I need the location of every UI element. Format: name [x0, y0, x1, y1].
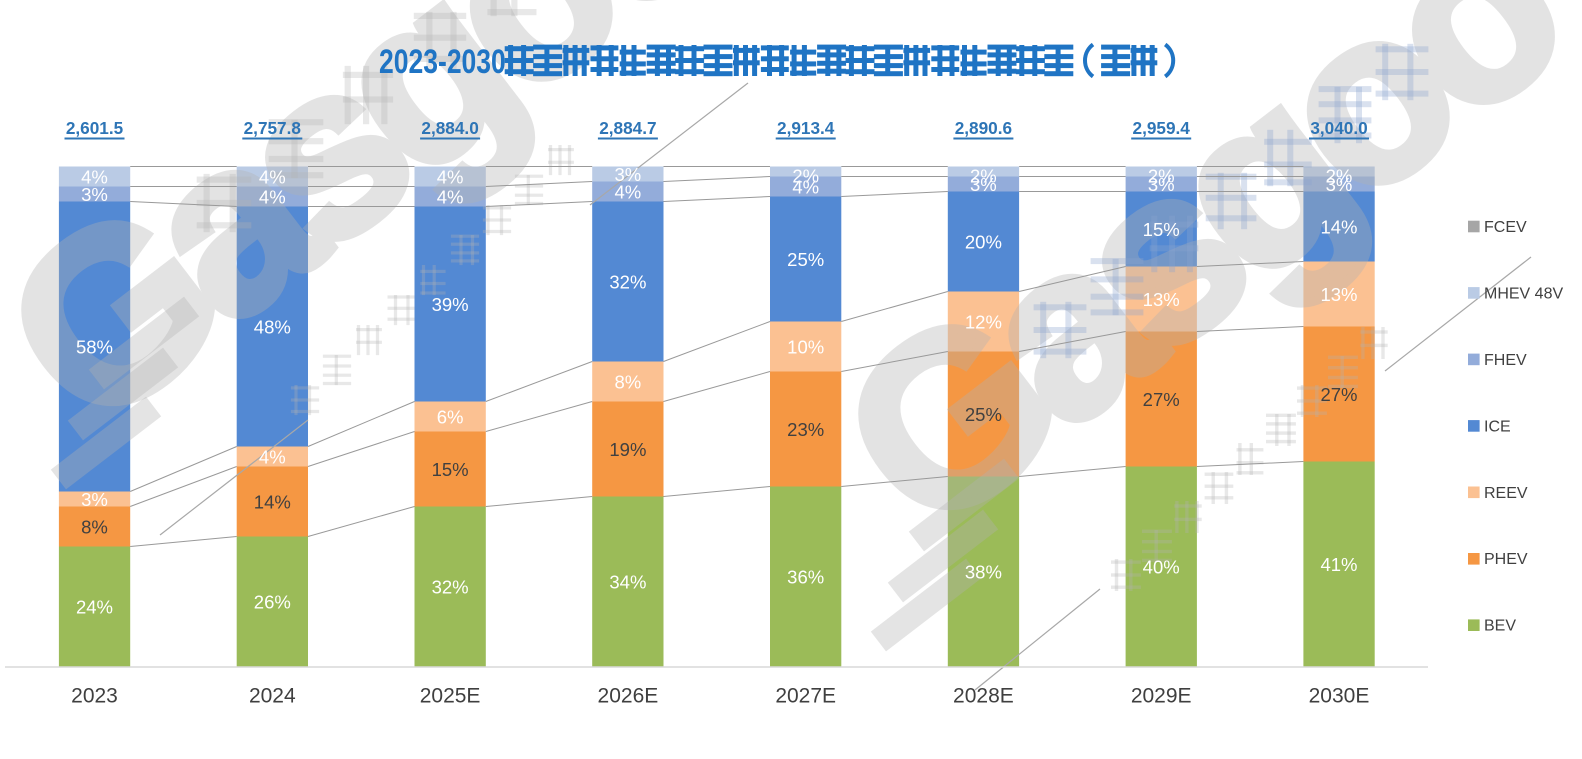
svg-text:14%: 14% — [254, 492, 291, 513]
svg-text:58%: 58% — [76, 337, 113, 358]
svg-text:26%: 26% — [254, 592, 291, 613]
svg-text:10%: 10% — [787, 337, 824, 358]
svg-text:2%: 2% — [792, 166, 819, 187]
svg-text:4%: 4% — [81, 167, 108, 188]
svg-text:23%: 23% — [787, 419, 824, 440]
svg-text:3%: 3% — [615, 164, 642, 185]
svg-text:24%: 24% — [76, 597, 113, 618]
svg-text:3%: 3% — [81, 489, 108, 510]
svg-text:27%: 27% — [1143, 389, 1180, 410]
svg-text:MHEV 48V: MHEV 48V — [1484, 285, 1563, 302]
svg-text:41%: 41% — [1320, 554, 1357, 575]
svg-text:48%: 48% — [254, 317, 291, 338]
svg-text:34%: 34% — [609, 572, 646, 593]
svg-text:2025E: 2025E — [420, 685, 481, 708]
svg-text:2,601.5: 2,601.5 — [66, 118, 124, 138]
svg-text:2%: 2% — [970, 166, 997, 187]
svg-text:PHEV: PHEV — [1484, 551, 1528, 568]
svg-text:3,040.0: 3,040.0 — [1310, 118, 1367, 138]
svg-text:2,884.0: 2,884.0 — [421, 118, 478, 138]
svg-text:25%: 25% — [787, 249, 824, 270]
svg-text:FHEV: FHEV — [1484, 352, 1527, 369]
svg-text:2%: 2% — [1148, 166, 1175, 187]
svg-text:2,884.7: 2,884.7 — [599, 118, 656, 138]
svg-text:2%: 2% — [1326, 166, 1353, 187]
svg-text:4%: 4% — [437, 187, 464, 208]
svg-text:2024: 2024 — [249, 685, 296, 708]
svg-text:3%: 3% — [1148, 174, 1175, 195]
svg-text:2026E: 2026E — [598, 685, 659, 708]
svg-text:4%: 4% — [259, 167, 286, 188]
svg-text:20%: 20% — [965, 232, 1002, 253]
svg-text:2030E: 2030E — [1309, 685, 1370, 708]
svg-text:REEV: REEV — [1484, 485, 1528, 502]
svg-text:3%: 3% — [81, 184, 108, 205]
svg-text:36%: 36% — [787, 567, 824, 588]
svg-text:2029E: 2029E — [1131, 685, 1192, 708]
svg-text:2,913.4: 2,913.4 — [777, 118, 835, 138]
svg-text:13%: 13% — [1320, 284, 1357, 305]
svg-text:FCEV: FCEV — [1484, 219, 1527, 236]
svg-text:19%: 19% — [609, 439, 646, 460]
svg-text:3%: 3% — [1326, 174, 1353, 195]
svg-text:8%: 8% — [81, 517, 108, 538]
svg-text:14%: 14% — [1320, 217, 1357, 238]
svg-text:8%: 8% — [615, 372, 642, 393]
svg-text:2,890.6: 2,890.6 — [955, 118, 1012, 138]
svg-text:2023: 2023 — [71, 685, 118, 708]
svg-text:2023-2030: 2023-2030 — [379, 43, 506, 81]
svg-text:32%: 32% — [609, 272, 646, 293]
svg-text:27%: 27% — [1320, 384, 1357, 405]
svg-text:13%: 13% — [1143, 289, 1180, 310]
svg-text:32%: 32% — [432, 577, 469, 598]
svg-text:25%: 25% — [965, 404, 1002, 425]
svg-text:40%: 40% — [1143, 557, 1180, 578]
svg-text:15%: 15% — [1143, 219, 1180, 240]
svg-text:3%: 3% — [970, 174, 997, 195]
svg-text:4%: 4% — [259, 187, 286, 208]
svg-text:4%: 4% — [615, 182, 642, 203]
svg-text:ICE: ICE — [1484, 418, 1511, 435]
svg-text:BEV: BEV — [1484, 618, 1516, 635]
svg-text:38%: 38% — [965, 562, 1002, 583]
svg-text:6%: 6% — [437, 407, 464, 428]
svg-text:4%: 4% — [259, 447, 286, 468]
svg-text:4%: 4% — [792, 177, 819, 198]
svg-text:15%: 15% — [432, 459, 469, 480]
svg-text:12%: 12% — [965, 312, 1002, 333]
svg-text:2,757.8: 2,757.8 — [244, 118, 302, 138]
svg-text:2,959.4: 2,959.4 — [1133, 118, 1191, 138]
svg-text:39%: 39% — [432, 294, 469, 315]
svg-text:4%: 4% — [437, 167, 464, 188]
svg-text:2027E: 2027E — [775, 685, 836, 708]
svg-text:2028E: 2028E — [953, 685, 1014, 708]
